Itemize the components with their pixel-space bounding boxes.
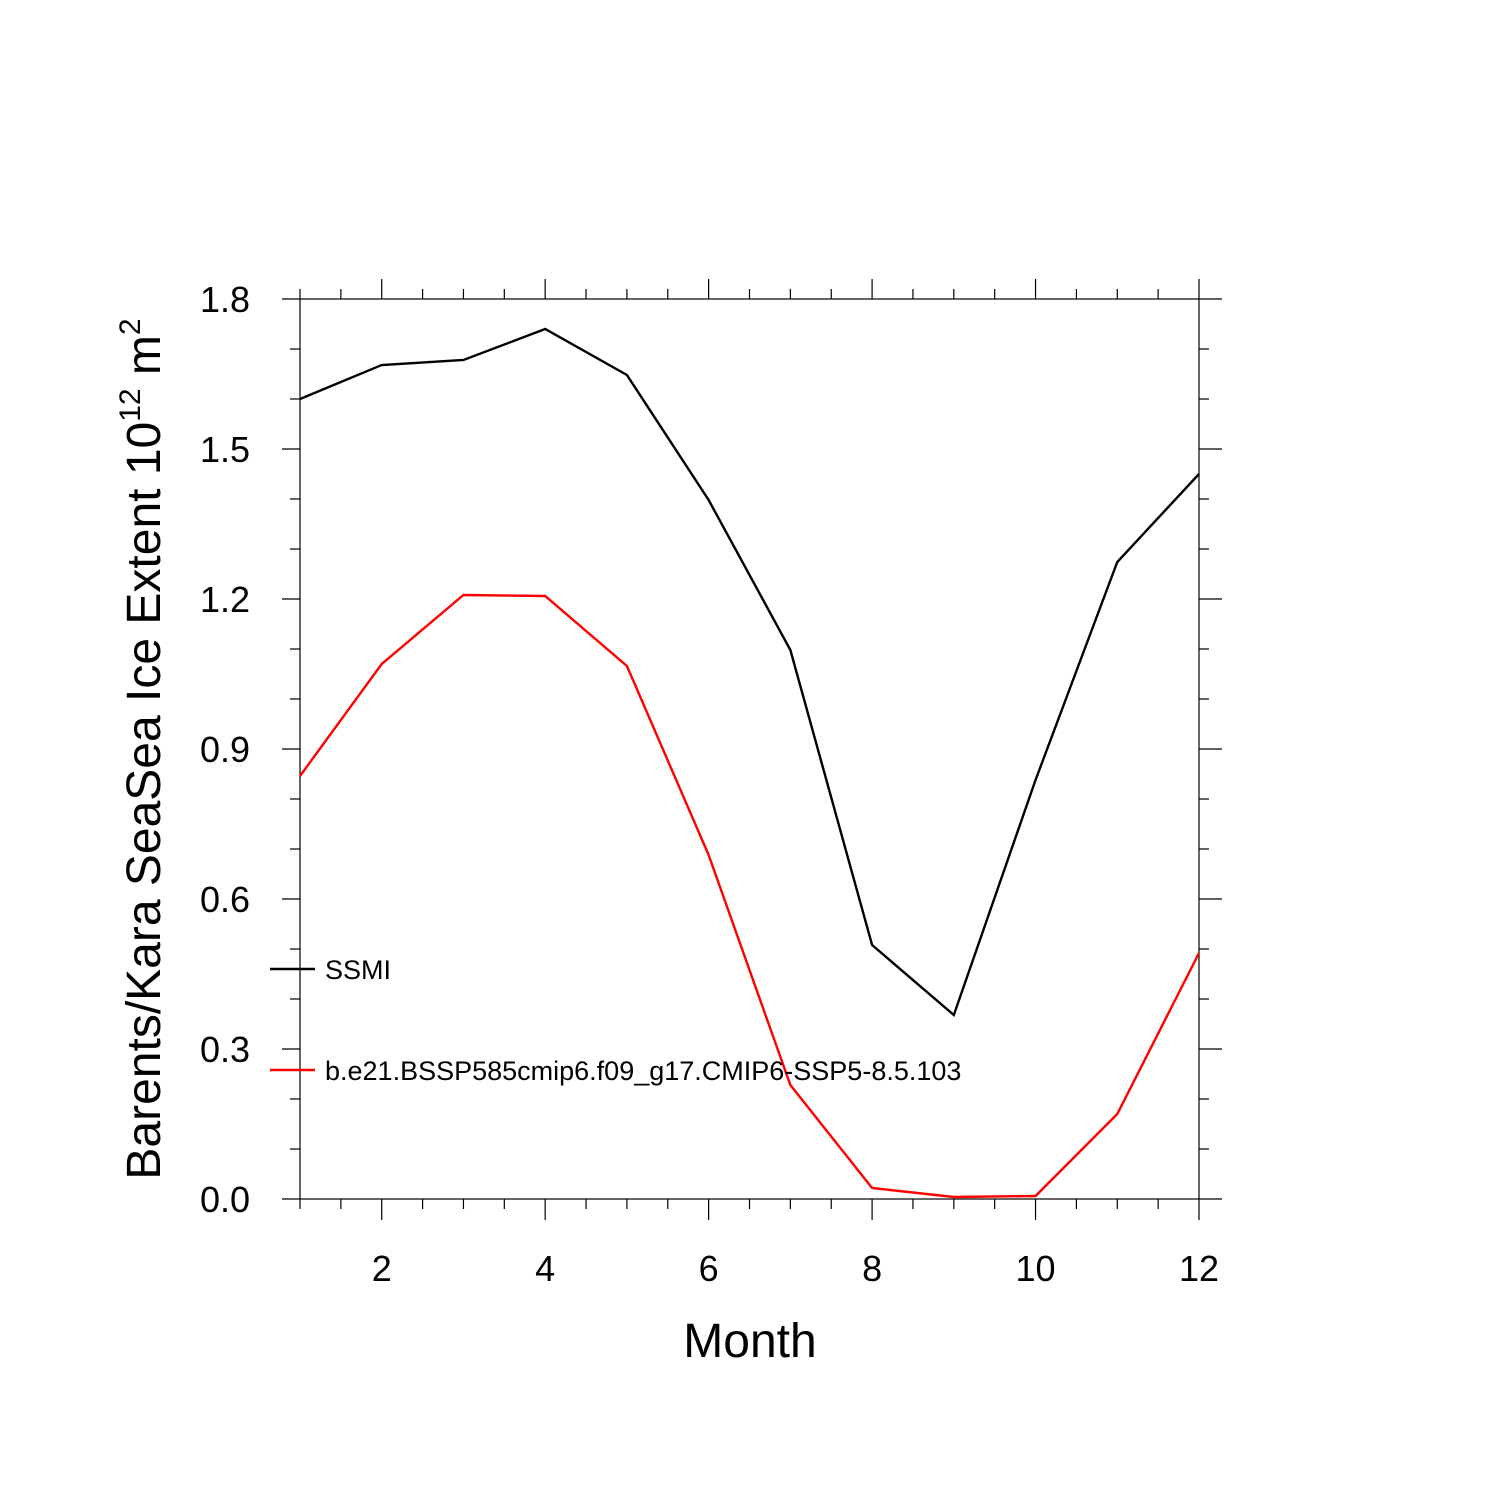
y-label-part: Barents/Kara SeaSea Ice Extent 10 bbox=[118, 422, 171, 1180]
x-tick-label: 12 bbox=[1179, 1248, 1219, 1289]
x-tick-label: 8 bbox=[862, 1248, 882, 1289]
y-tick-label: 1.2 bbox=[200, 579, 250, 620]
legend-label: SSMI bbox=[325, 955, 391, 985]
y-tick-label: 0.3 bbox=[200, 1029, 250, 1070]
y-tick-label: 0.0 bbox=[200, 1179, 250, 1220]
x-tick-label: 6 bbox=[699, 1248, 719, 1289]
x-tick-label: 2 bbox=[372, 1248, 392, 1289]
y-tick-label: 0.6 bbox=[200, 879, 250, 920]
y-label-sup: 12 bbox=[114, 388, 147, 421]
legend-label: b.e21.BSSP585cmip6.f09_g17.CMIP6-SSP5-8.… bbox=[325, 1056, 961, 1086]
x-axis-label: Month bbox=[683, 1315, 816, 1368]
y-tick-label: 1.5 bbox=[200, 429, 250, 470]
y-tick-label: 1.8 bbox=[200, 279, 250, 320]
y-label-sup: 2 bbox=[114, 318, 147, 335]
data-line bbox=[299, 327, 1200, 1018]
y-label-part: m bbox=[118, 335, 171, 388]
y-axis-label: Barents/Kara SeaSea Ice Extent 1012 m2 bbox=[114, 318, 171, 1179]
x-tick-label: 4 bbox=[535, 1248, 555, 1289]
x-tick-label: 10 bbox=[1016, 1248, 1056, 1289]
data-line bbox=[299, 593, 1201, 1199]
y-tick-label: 0.9 bbox=[200, 729, 250, 770]
